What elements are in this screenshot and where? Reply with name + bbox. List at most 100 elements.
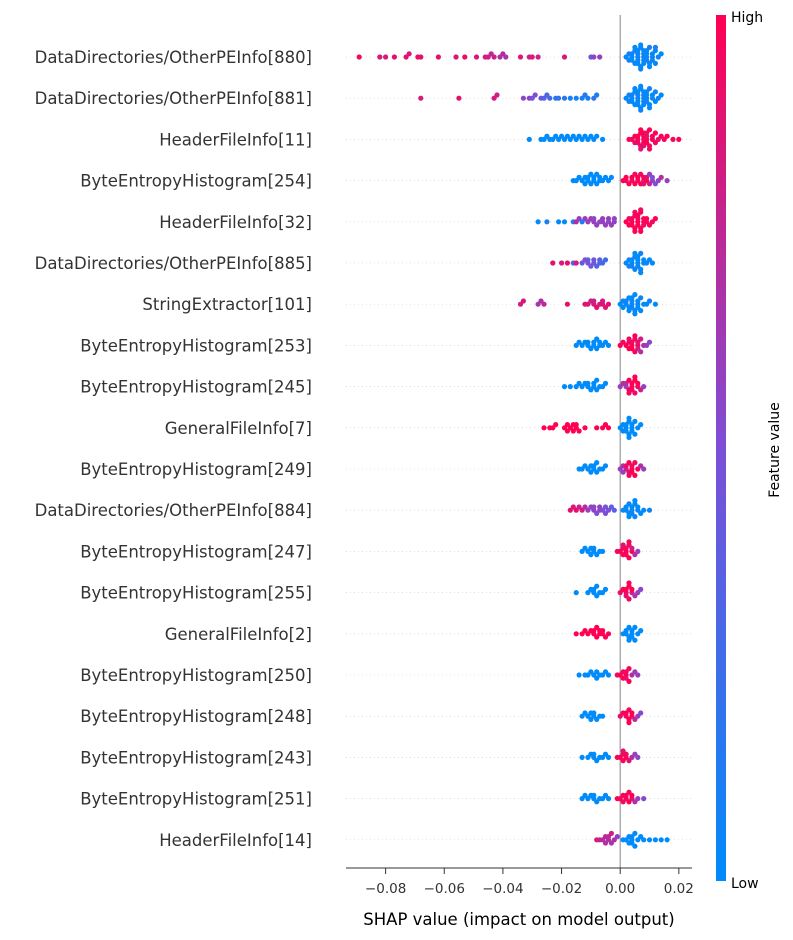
shap-point bbox=[641, 466, 647, 472]
shap-point bbox=[585, 95, 591, 101]
shap-point bbox=[638, 422, 644, 428]
shap-point bbox=[600, 713, 606, 719]
feature-label: GeneralFileInfo[7] bbox=[165, 419, 312, 438]
feature-label: ByteEntropyHistogram[245] bbox=[80, 378, 312, 397]
shap-point bbox=[638, 336, 644, 342]
shap-point bbox=[641, 384, 647, 390]
shap-point bbox=[614, 834, 620, 840]
shap-point bbox=[635, 796, 641, 802]
shap-point bbox=[594, 133, 600, 139]
shap-point bbox=[582, 425, 588, 431]
shap-point bbox=[611, 507, 617, 513]
shap-point bbox=[494, 92, 500, 98]
shap-point bbox=[418, 54, 424, 60]
shap-point bbox=[585, 380, 591, 386]
feature-label: DataDirectories/OtherPEInfo[881] bbox=[35, 89, 312, 108]
shap-point bbox=[652, 89, 659, 95]
feature-label: DataDirectories/OtherPEInfo[885] bbox=[35, 254, 312, 273]
shap-point bbox=[535, 219, 541, 225]
x-tick-label: 0.02 bbox=[664, 881, 694, 897]
shap-point bbox=[564, 260, 571, 266]
feature-label: ByteEntropyHistogram[254] bbox=[80, 172, 312, 191]
shap-point bbox=[600, 216, 606, 222]
shap-point bbox=[638, 295, 644, 301]
colorbar-high-label: High bbox=[731, 10, 763, 26]
shap-point bbox=[641, 837, 647, 843]
shap-point bbox=[629, 710, 635, 716]
shap-point bbox=[529, 54, 535, 60]
feature-label: HeaderFileInfo[32] bbox=[159, 213, 312, 232]
shap-point bbox=[638, 228, 644, 234]
shap-point bbox=[641, 796, 647, 802]
shap-point bbox=[608, 174, 615, 180]
shap-point bbox=[652, 44, 659, 51]
shap-point bbox=[638, 250, 644, 256]
shap-point bbox=[632, 514, 638, 520]
x-tick-label: −0.02 bbox=[541, 881, 582, 897]
shap-point bbox=[600, 548, 606, 555]
shap-point bbox=[605, 631, 612, 637]
shap-point bbox=[541, 301, 547, 307]
shap-point bbox=[462, 54, 468, 60]
shap-point bbox=[503, 54, 509, 60]
shap-point bbox=[579, 754, 585, 761]
shap-point bbox=[591, 54, 597, 60]
shap-point bbox=[591, 257, 597, 263]
x-tick-label: 0.00 bbox=[605, 881, 635, 897]
shap-point bbox=[626, 596, 632, 602]
shap-point bbox=[591, 504, 597, 510]
shap-point bbox=[602, 586, 609, 593]
shap-point bbox=[561, 219, 568, 225]
shap-point bbox=[602, 463, 609, 469]
shap-point bbox=[547, 95, 553, 101]
shap-point bbox=[652, 837, 659, 843]
x-axis-ticks: −0.08 −0.06 −0.04 −0.02 0.00 0.02 bbox=[365, 868, 694, 897]
feature-label: HeaderFileInfo[11] bbox=[159, 130, 312, 149]
shap-point bbox=[605, 301, 612, 307]
shap-point bbox=[561, 384, 568, 390]
shap-point bbox=[535, 54, 541, 60]
shap-point bbox=[526, 136, 532, 142]
shap-point bbox=[573, 95, 579, 101]
feature-label: DataDirectories/OtherPEInfo[884] bbox=[35, 501, 312, 520]
shap-point bbox=[591, 298, 597, 304]
shap-point bbox=[632, 418, 638, 424]
shap-point bbox=[602, 257, 609, 263]
feature-label: ByteEntropyHistogram[248] bbox=[80, 707, 312, 726]
shap-point bbox=[646, 86, 653, 92]
shap-point bbox=[550, 260, 556, 266]
shap-point bbox=[632, 228, 638, 234]
shap-point bbox=[626, 580, 632, 586]
shap-point bbox=[658, 92, 664, 98]
feature-label: ByteEntropyHistogram[243] bbox=[80, 748, 312, 767]
shap-point bbox=[356, 54, 362, 60]
shap-point bbox=[594, 425, 600, 431]
shap-point bbox=[632, 431, 638, 437]
shap-point bbox=[576, 672, 582, 678]
shap-point bbox=[585, 339, 591, 345]
shap-point bbox=[652, 216, 659, 222]
shap-point bbox=[638, 270, 644, 276]
shap-point bbox=[638, 628, 644, 634]
shap-point bbox=[664, 178, 670, 184]
shap-point bbox=[632, 333, 638, 339]
shap-point bbox=[638, 42, 644, 48]
shap-point bbox=[556, 95, 562, 101]
shap-point bbox=[491, 54, 497, 60]
shap-point bbox=[597, 54, 603, 60]
x-tick-label: −0.06 bbox=[424, 881, 465, 897]
feature-label: HeaderFileInfo[14] bbox=[159, 831, 312, 850]
shap-point bbox=[594, 377, 600, 383]
shap-point bbox=[576, 428, 582, 434]
shap-point bbox=[561, 54, 568, 60]
shap-point bbox=[600, 298, 606, 304]
shap-point bbox=[573, 422, 579, 428]
shap-point bbox=[559, 260, 565, 266]
shap-point bbox=[632, 390, 638, 396]
shap-point bbox=[594, 583, 600, 589]
feature-label: GeneralFileInfo[2] bbox=[165, 625, 312, 644]
shap-point bbox=[591, 751, 597, 757]
shap-point bbox=[605, 672, 612, 678]
shap-point bbox=[591, 216, 597, 222]
